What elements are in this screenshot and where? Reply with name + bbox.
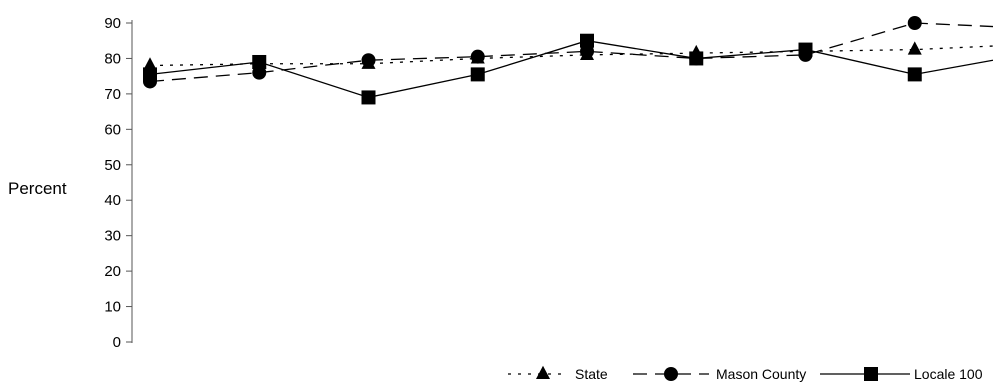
legend: State Mason County Locale 100: [508, 365, 983, 382]
circle-marker: [580, 44, 594, 59]
y-tick-label: 0: [113, 334, 121, 351]
y-tick-label: 80: [104, 50, 121, 67]
series-mason-county: [143, 16, 993, 89]
y-tick-label: 70: [104, 86, 121, 103]
legend-square-marker: [864, 367, 878, 381]
series-line: [149, 40, 993, 99]
square-marker: [580, 33, 594, 48]
y-tick-label: 60: [104, 121, 121, 138]
y-tick-label: 90: [104, 15, 121, 32]
square-marker: [252, 54, 267, 69]
circle-marker: [252, 65, 267, 80]
triangle-marker: [143, 57, 157, 71]
y-tick-label: 40: [104, 192, 121, 209]
legend-item-locale-100: Locale 100: [820, 366, 983, 382]
y-tick-label: 50: [104, 157, 121, 174]
circle-marker: [470, 49, 485, 64]
y-tick-label: 10: [104, 299, 121, 316]
square-marker: [361, 90, 376, 105]
y-tick-label: 20: [104, 263, 121, 280]
square-marker: [907, 67, 922, 82]
series-locale-100: [143, 33, 993, 105]
series-layer: [143, 16, 993, 105]
circle-marker: [907, 16, 922, 30]
legend-triangle-marker: [536, 365, 550, 380]
legend-item-mason-county: Mason County: [633, 366, 806, 382]
square-marker: [143, 67, 157, 82]
square-marker: [689, 51, 704, 66]
series-line: [149, 22, 993, 83]
circle-marker: [361, 53, 376, 68]
square-marker: [798, 42, 813, 57]
y-axis-ticks: 0 10 20 30 40 50 60 70 80 90: [104, 15, 132, 351]
y-axis-title: Percent: [8, 179, 67, 198]
legend-circle-marker: [664, 367, 678, 381]
legend-label: State: [575, 366, 608, 382]
triangle-marker: [907, 41, 922, 55]
legend-label: Locale 100: [914, 366, 983, 382]
square-marker: [470, 67, 485, 82]
series-line: [149, 45, 993, 67]
y-tick-label: 30: [104, 228, 121, 245]
legend-label: Mason County: [716, 366, 806, 382]
legend-item-state: State: [508, 365, 608, 382]
